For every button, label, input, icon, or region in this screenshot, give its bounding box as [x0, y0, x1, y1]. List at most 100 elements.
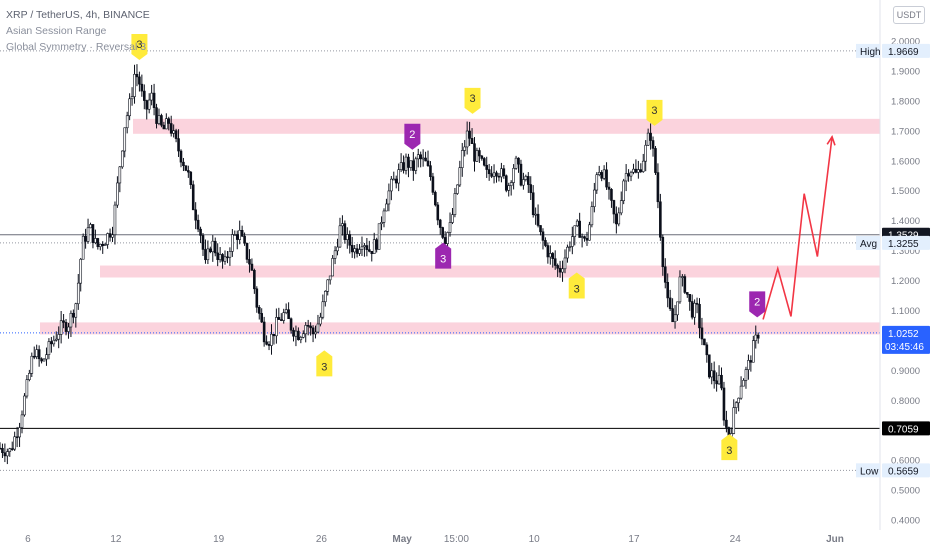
- candle-body: [216, 252, 219, 260]
- marker-label: 3: [574, 284, 580, 296]
- y-tick-label: 0.8000: [891, 396, 920, 407]
- candle-body: [233, 234, 237, 236]
- candle-body: [125, 115, 129, 129]
- candle-body: [167, 118, 171, 124]
- candle-body: [534, 213, 537, 216]
- marker-flag: [131, 33, 148, 60]
- pattern-marker: 2: [404, 123, 421, 150]
- marker-label: 3: [136, 39, 142, 51]
- candle-body: [585, 238, 589, 241]
- candle-body: [659, 201, 662, 238]
- candle-body: [397, 169, 400, 184]
- candle-body: [13, 436, 16, 450]
- candle-body: [35, 349, 38, 357]
- candle-body: [446, 232, 449, 244]
- pattern-marker: 3: [464, 87, 481, 114]
- candle-body: [111, 234, 114, 238]
- candle-body: [162, 124, 166, 130]
- candle-body: [20, 414, 24, 428]
- candle-body: [155, 107, 158, 124]
- candle-body: [402, 162, 405, 171]
- candle-body: [47, 341, 51, 355]
- candle-body: [715, 380, 718, 385]
- candle-body: [490, 173, 493, 177]
- candle-body: [360, 246, 364, 250]
- x-tick-label: Jun: [826, 534, 844, 545]
- candle-body: [248, 259, 251, 265]
- candle-body: [294, 330, 298, 337]
- candle-body: [578, 220, 581, 238]
- candle-body: [414, 158, 418, 171]
- candle-body: [434, 192, 437, 206]
- candle-body: [321, 301, 325, 318]
- candle-body: [169, 123, 173, 134]
- candle-body: [639, 169, 643, 172]
- price-label: 1.9669: [888, 47, 919, 58]
- candle-body: [749, 360, 753, 363]
- marker-flag: [464, 87, 481, 114]
- candle-body: [86, 227, 90, 242]
- candle-body: [597, 172, 601, 176]
- marker-label: 3: [440, 254, 446, 266]
- candle-body: [502, 168, 506, 177]
- candle-body: [275, 317, 278, 337]
- candle-body: [6, 451, 9, 457]
- candle-body: [204, 249, 207, 261]
- candle-body: [323, 291, 327, 303]
- candle-body: [641, 160, 645, 172]
- candle-body: [673, 314, 677, 323]
- candle-body: [497, 175, 501, 178]
- x-tick-label: 12: [110, 534, 122, 545]
- candle-body: [482, 158, 486, 166]
- level-tag-bg: [856, 235, 880, 250]
- candle-body: [661, 236, 665, 268]
- candle-body: [519, 163, 523, 186]
- currency-badge[interactable]: USDT: [893, 6, 925, 24]
- candle-body: [703, 338, 706, 346]
- candle-body: [737, 397, 740, 404]
- candle-body: [89, 224, 92, 229]
- candle-body: [116, 182, 119, 206]
- candle-body: [705, 344, 709, 356]
- candle-body: [473, 143, 476, 162]
- candle-body: [394, 178, 398, 184]
- marker-flag: [721, 434, 738, 461]
- candle-body: [725, 419, 728, 428]
- projection-arrowhead: [826, 134, 836, 146]
- candle-body: [277, 317, 281, 320]
- candle-body: [213, 240, 217, 254]
- candle-body: [529, 184, 533, 194]
- candle-body: [615, 213, 618, 225]
- projection-path: [762, 136, 833, 320]
- candle-body: [683, 276, 687, 293]
- price-label-bg: [882, 43, 930, 58]
- candle-body: [509, 182, 513, 186]
- candle-body: [495, 172, 498, 177]
- candle-body: [174, 130, 178, 139]
- candle-body: [607, 186, 611, 190]
- candle-body: [191, 184, 195, 211]
- candle-body: [407, 156, 410, 168]
- candle-body: [698, 304, 701, 329]
- price-label: 1.3255: [888, 239, 919, 250]
- marker-flag: [749, 291, 766, 318]
- candle-body: [416, 154, 420, 160]
- candle-body: [348, 234, 352, 246]
- candle-body: [700, 327, 704, 340]
- candle-body: [199, 228, 202, 236]
- candle-body: [40, 358, 43, 362]
- candle-body: [255, 288, 259, 308]
- candle-body: [79, 258, 83, 284]
- candle-body: [546, 245, 550, 258]
- candle-body: [182, 161, 185, 166]
- candle-body: [128, 98, 131, 117]
- y-tick-label: 1.1000: [891, 306, 920, 317]
- candle-body: [187, 170, 190, 173]
- candle-body: [138, 76, 141, 85]
- candle-body: [91, 224, 95, 243]
- candle-body: [404, 156, 408, 171]
- candle-body: [739, 385, 743, 399]
- candle-body: [573, 225, 577, 237]
- candle-body: [531, 192, 535, 215]
